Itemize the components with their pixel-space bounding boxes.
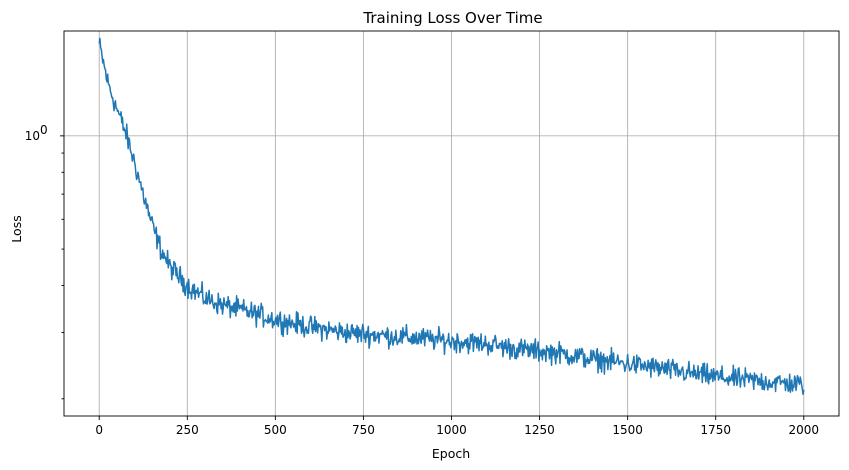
loss-series-line (98, 37, 805, 396)
x-axis-label: Epoch (432, 446, 470, 461)
x-tick-label: 500 (264, 423, 287, 437)
x-tick-label: 0 (95, 423, 103, 437)
y-tick-label-exponent: 0 (40, 123, 48, 137)
y-axis-label: Loss (9, 215, 24, 242)
x-tick-label: 750 (352, 423, 375, 437)
chart-title: Training Loss Over Time (362, 9, 542, 27)
series-layer (98, 37, 805, 396)
x-tick-label: 1000 (436, 423, 467, 437)
grid (64, 31, 839, 416)
y-tick-label: 10 (25, 129, 40, 143)
x-tick-label: 1250 (524, 423, 555, 437)
x-tick-label: 1750 (700, 423, 731, 437)
x-tick-label: 250 (176, 423, 199, 437)
x-tick-label: 2000 (788, 423, 819, 437)
x-tick-label: 1500 (612, 423, 643, 437)
